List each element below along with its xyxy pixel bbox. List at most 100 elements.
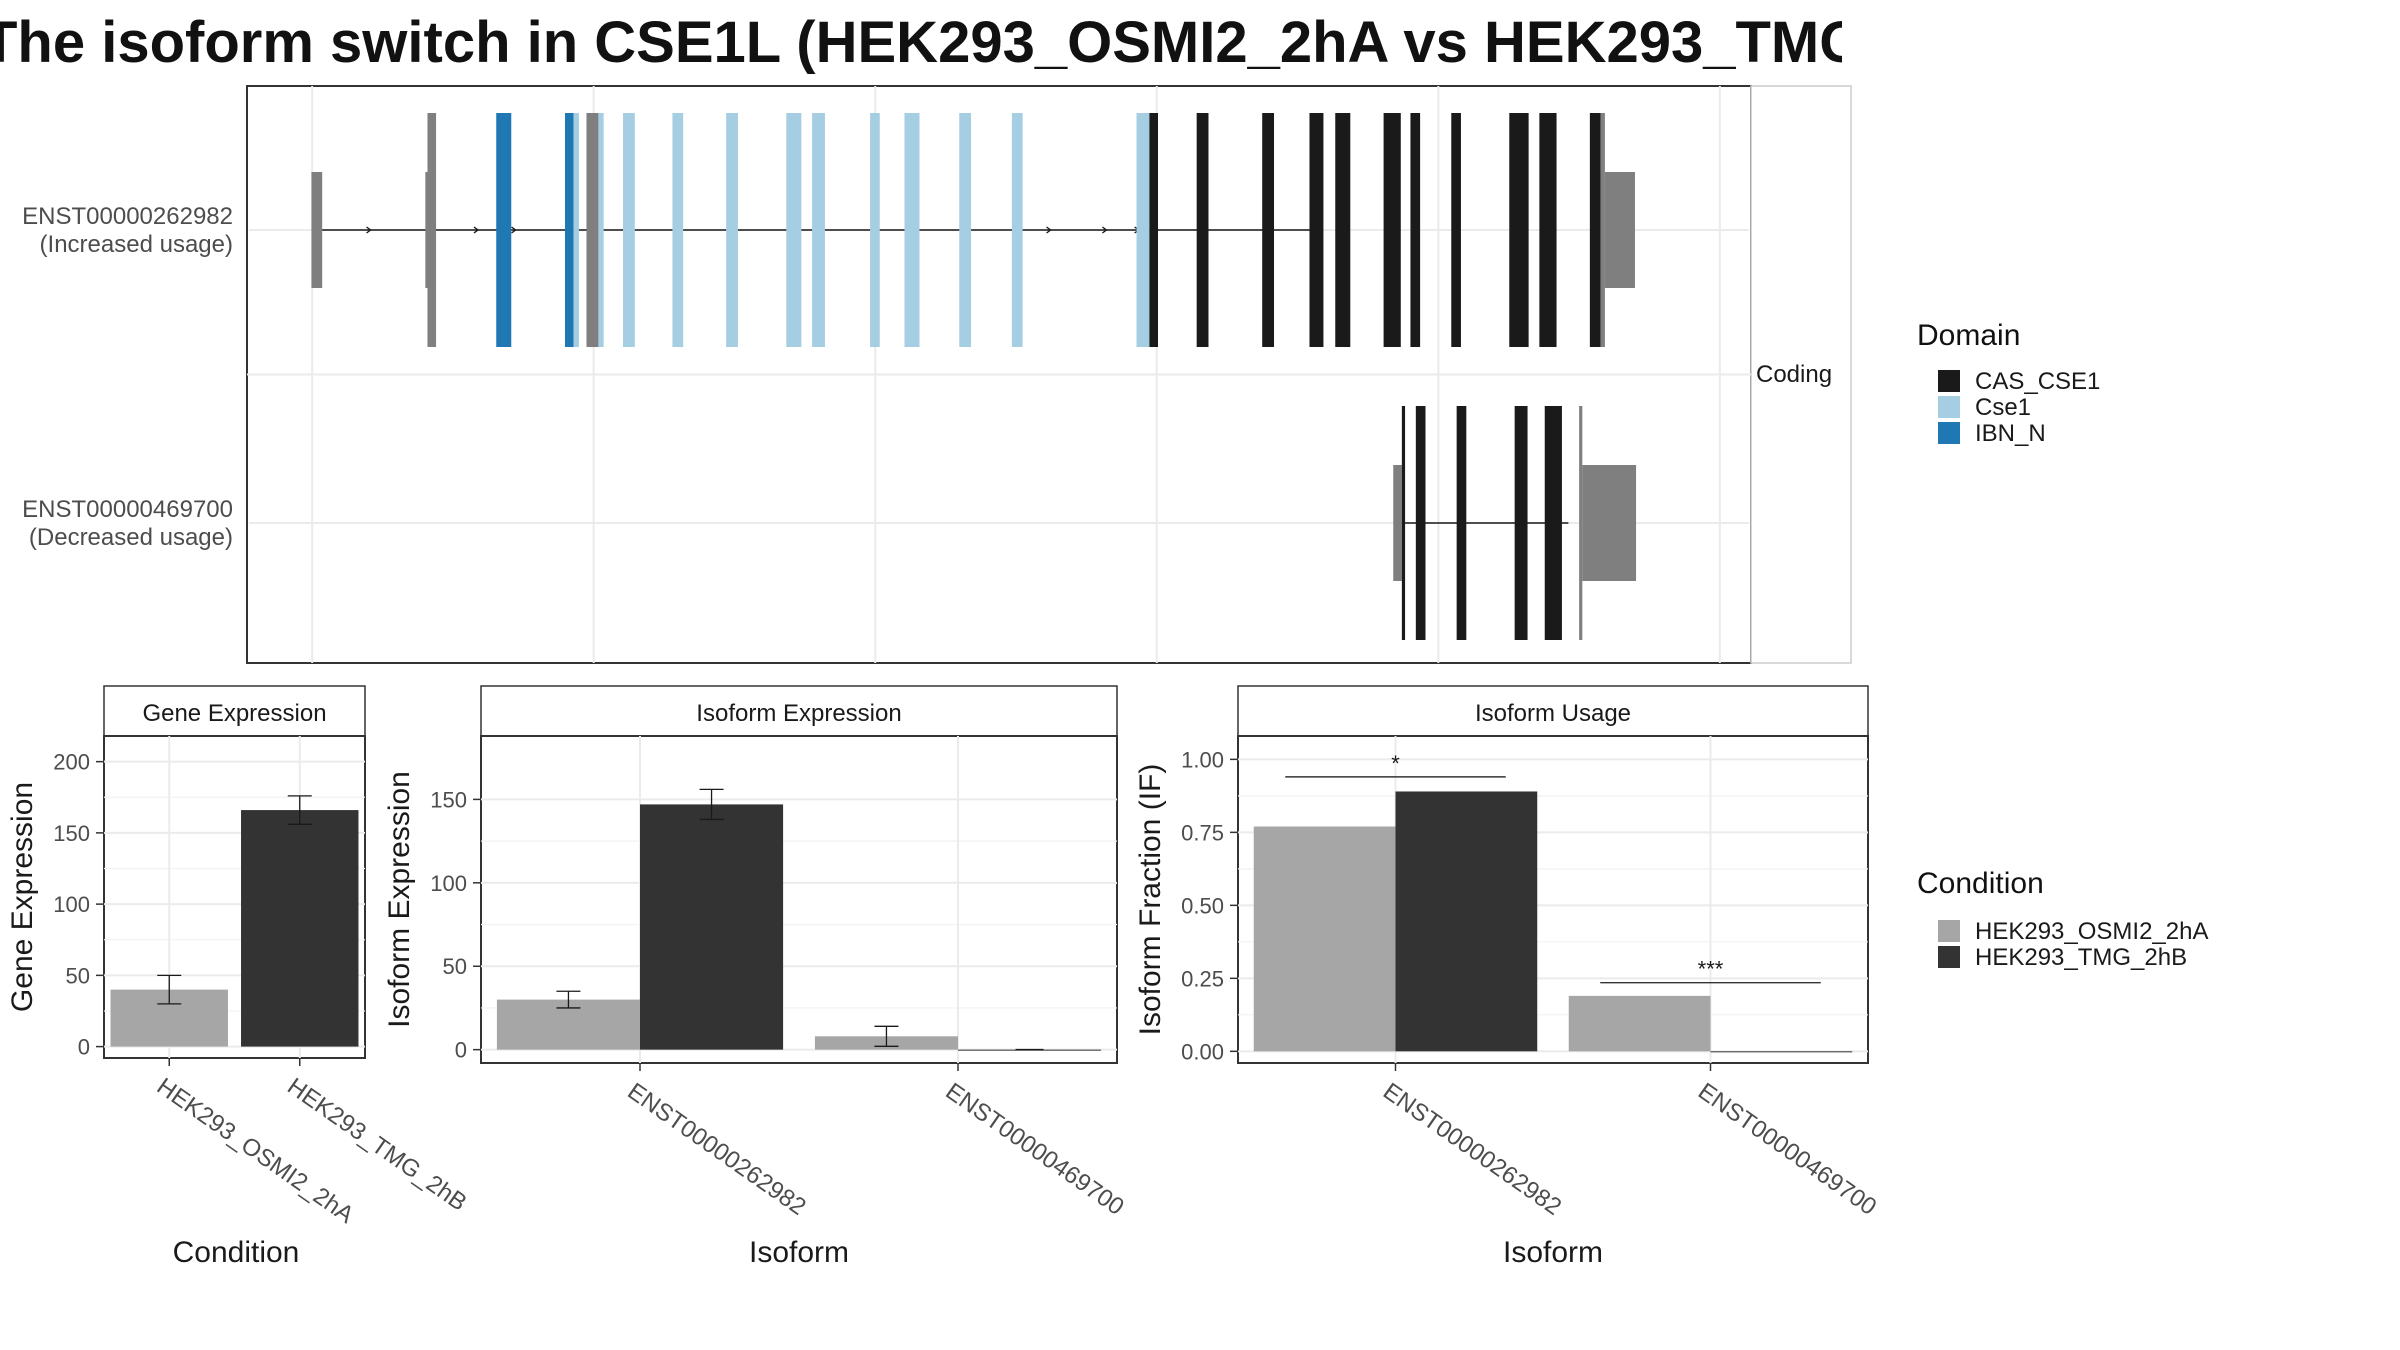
exon-block — [1582, 465, 1637, 581]
exon-block — [1604, 172, 1635, 288]
bar — [1710, 1051, 1853, 1053]
exon-block — [1539, 113, 1557, 347]
bar-panel-1: Isoform Expression 0 50 100 150 ENST000002629… — [383, 685, 1129, 1269]
structure-strip — [1750, 85, 1852, 664]
x-tick-label: ENST00000469700 — [1693, 1078, 1881, 1221]
exon-block — [1393, 465, 1402, 581]
domain-legend-label: CAS_CSE1 — [1975, 368, 2100, 395]
exon-block — [1196, 113, 1209, 347]
exon-block — [623, 113, 635, 347]
transcript-id-label: ENST00000262982 — [22, 203, 233, 230]
transcript-usage-label: (Decreased usage) — [29, 524, 233, 551]
condition-legend-title: Condition — [1917, 867, 2044, 900]
transcript-structure-panel: Coding ENST00000262982(Increased usage) E… — [22, 85, 1852, 664]
bar — [1395, 791, 1538, 1052]
panel-strip — [103, 685, 366, 737]
bar-panel-2: Isoform Usage 0.00 0.25 0.50 0.75 1.00 ENST000… — [1134, 685, 1881, 1269]
exon-block — [1335, 113, 1351, 347]
domain-legend-title: Domain — [1917, 319, 2020, 352]
exon-block — [311, 172, 323, 288]
direction-arrow — [511, 226, 517, 234]
exon-block — [1410, 113, 1421, 347]
panel-strip — [480, 685, 1118, 737]
structure-strip-label: Coding — [1756, 361, 1832, 388]
condition-legend-label: HEK293_OSMI2_2hA — [1975, 918, 2208, 945]
y-tick-label: 50 — [443, 954, 467, 979]
exon-block — [1544, 406, 1562, 640]
transcript-id-label: ENST00000469700 — [22, 496, 233, 523]
bar — [241, 810, 359, 1047]
exon-block — [1401, 406, 1406, 640]
exon-block — [427, 113, 437, 347]
y-tick-label: 0.75 — [1181, 820, 1224, 845]
exon-block — [1149, 113, 1158, 347]
y-tick-label: 0.00 — [1181, 1039, 1224, 1064]
exon-block — [1415, 406, 1426, 640]
exon-block — [1456, 406, 1467, 640]
y-tick-label: 100 — [430, 871, 467, 896]
domain-legend-label: IBN_N — [1975, 420, 2046, 447]
condition-legend-label: HEK293_TMG_2hB — [1975, 944, 2187, 971]
chart-title: The isoform switch in CSE1L (HEK293_OSMI… — [0, 10, 1842, 75]
y-tick-label: 150 — [430, 787, 467, 812]
x-axis-label: Isoform — [749, 1236, 849, 1269]
exon-block — [904, 113, 920, 347]
y-tick-label: 1.00 — [1181, 747, 1224, 772]
exon-block — [1262, 113, 1275, 347]
bar — [640, 804, 784, 1050]
direction-arrow — [366, 226, 372, 234]
condition-legend-swatch — [1938, 946, 1960, 968]
y-tick-label: 200 — [53, 750, 90, 775]
y-tick-label: 0 — [78, 1035, 90, 1060]
exon-block — [786, 113, 802, 347]
exon-block — [672, 113, 684, 347]
y-axis-label: Isoform Fraction (IF) — [1134, 764, 1167, 1036]
exon-block — [598, 113, 604, 347]
transcript-usage-label: (Increased usage) — [40, 231, 233, 258]
y-tick-label: 0.50 — [1181, 893, 1224, 918]
exon-block — [1589, 113, 1601, 347]
exon-block — [812, 113, 825, 347]
x-tick-label: ENST00000262982 — [1378, 1078, 1566, 1221]
significance-label: * — [1391, 751, 1400, 776]
exon-block — [1509, 113, 1529, 347]
x-tick-label: ENST00000469700 — [941, 1078, 1129, 1221]
condition-legend-swatch — [1938, 920, 1960, 942]
exon-block — [1451, 113, 1461, 347]
exon-block — [1579, 406, 1583, 640]
exon-block — [726, 113, 738, 347]
bar-chart-panels: Gene Expression050100150200HEK293_OSMI2_… — [6, 685, 1881, 1269]
significance-label: *** — [1698, 957, 1724, 982]
x-axis-label: Condition — [173, 1236, 300, 1269]
y-tick-label: 100 — [53, 892, 90, 917]
exon-block — [573, 113, 579, 347]
direction-arrow — [473, 226, 480, 234]
y-axis-label: Isoform Expression — [383, 771, 416, 1028]
panel-title: Isoform Expression — [696, 700, 901, 727]
exon-block — [586, 113, 601, 347]
panel-title: Isoform Usage — [1475, 700, 1631, 727]
exon-block — [564, 113, 574, 347]
exon-block — [1514, 406, 1528, 640]
exon-block — [959, 113, 972, 347]
exon-block — [425, 172, 429, 288]
x-axis-label: Isoform — [1503, 1236, 1603, 1269]
exon-block — [870, 113, 880, 347]
direction-arrow — [1046, 226, 1052, 234]
exon-block — [1600, 113, 1605, 347]
x-tick-label: ENST00000262982 — [623, 1078, 811, 1221]
exon-block — [1309, 113, 1324, 347]
y-tick-label: 0.25 — [1181, 966, 1224, 991]
panel-title: Gene Expression — [142, 700, 326, 727]
domain-legend-swatch — [1938, 370, 1960, 392]
direction-arrow — [1102, 226, 1108, 234]
exon-block — [1136, 113, 1150, 347]
exon-block — [496, 113, 512, 347]
domain-legend-label: Cse1 — [1975, 394, 2031, 421]
y-axis-label: Gene Expression — [6, 782, 39, 1012]
y-tick-label: 0 — [455, 1038, 467, 1063]
y-tick-label: 150 — [53, 821, 90, 846]
exon-block — [1383, 113, 1401, 347]
